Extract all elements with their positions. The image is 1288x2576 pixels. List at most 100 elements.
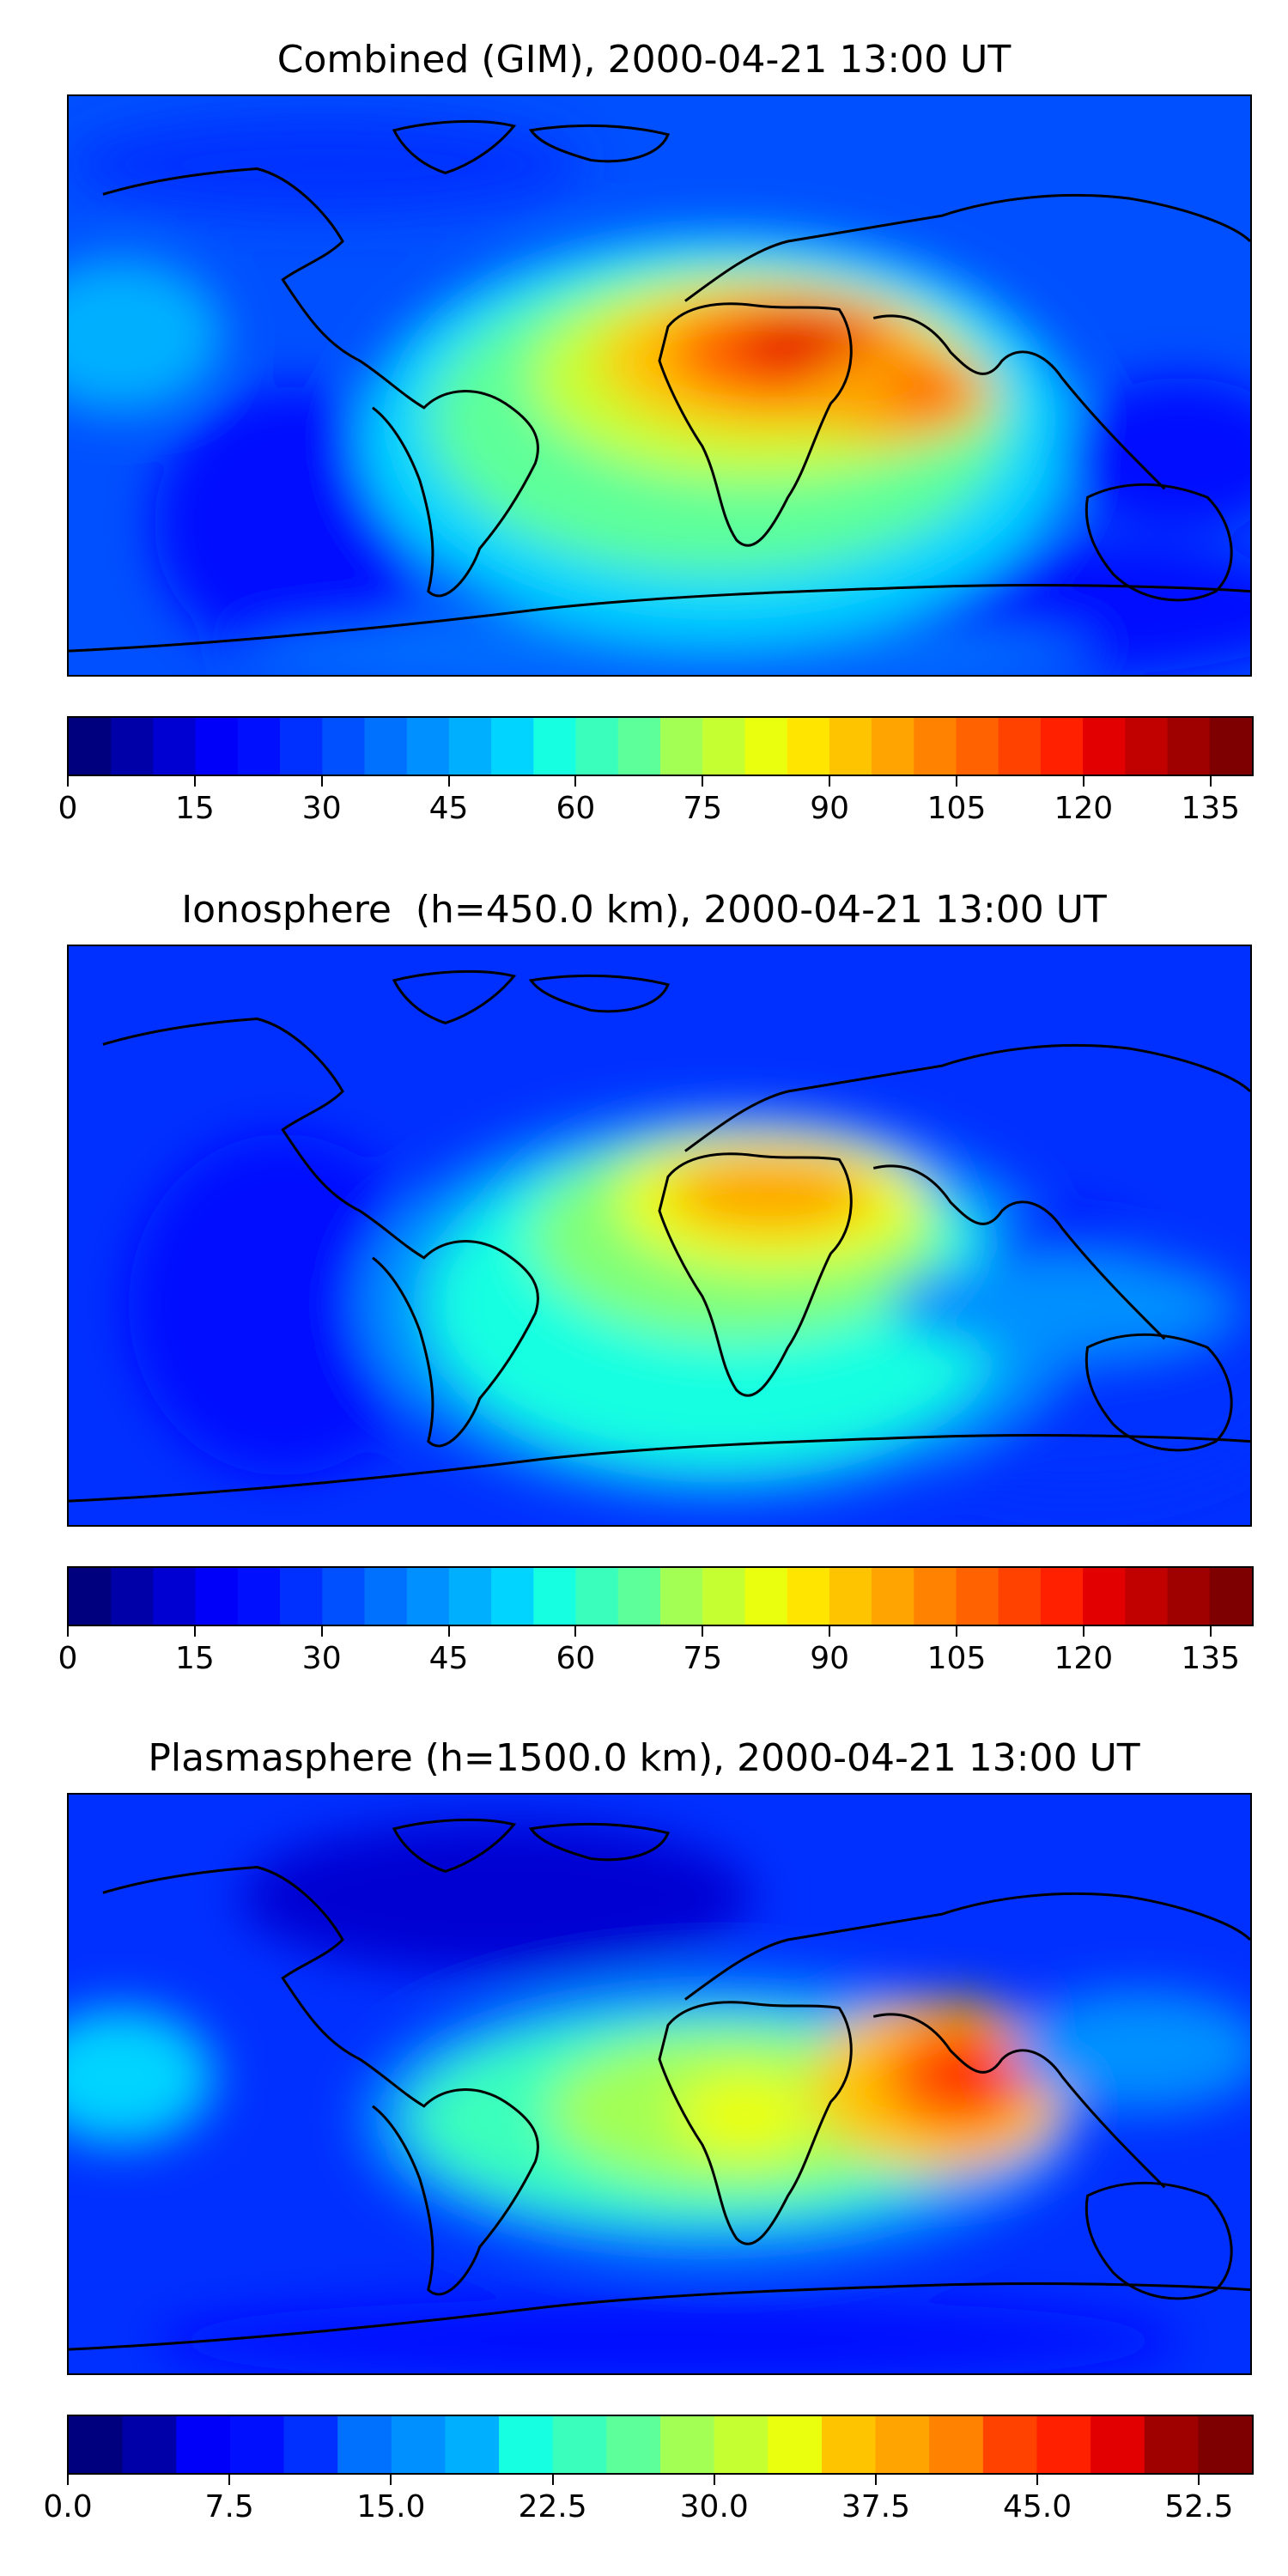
colorbar-ticks: 0 15 30 45 60 75 90 105 120 135 [58,776,1254,828]
colorbar-swatch [956,1568,999,1625]
colorbar-swatch [714,2416,769,2473]
colorbar-tick [193,1626,196,1637]
colorbar-swatch [875,2416,931,2473]
colorbar-swatch [280,1568,324,1625]
colorbar-swatch [660,718,704,775]
colorbar-tick [956,1626,957,1637]
colorbar [67,716,1254,776]
colorbar-swatch [280,718,324,775]
colorbar-tick [447,776,450,787]
colorbar-swatch [1167,1568,1211,1625]
colorbar-tick-label: 90 [810,1641,850,1676]
colorbar-tick-label: 105 [927,1641,987,1676]
colorbar-tick [390,2475,392,2485]
colorbar-tick [67,1626,69,1637]
colorbar-swatch [744,1568,788,1625]
colorbar-swatch [1083,1568,1127,1625]
colorbar-swatch [929,2416,984,2473]
colorbar-swatch [1036,2416,1091,2473]
colorbar-tick [574,1626,577,1637]
colorbar-tick-label: 7.5 [204,2489,254,2524]
colorbar-tick [1082,1626,1084,1637]
colorbar-swatch [364,718,408,775]
panel-title: Ionosphere (h=450.0 km), 2000-04-21 13:0… [181,888,1107,932]
colorbar-swatch [391,2416,447,2473]
colorbar-swatch [448,1568,492,1625]
colorbar-swatch [69,1568,112,1625]
colorbar-swatch [982,2416,1038,2473]
colorbar-swatch [229,2416,285,2473]
colorbar [67,2415,1254,2475]
colorbar-swatch [337,2416,392,2473]
colorbar-swatch [956,718,999,775]
colorbar-swatch [660,2416,715,2473]
colorbar-tick [702,1626,704,1637]
colorbar-tick-label: 45 [428,1641,469,1676]
colorbar-tick-label: 135 [1181,791,1241,826]
colorbar-tick-label: 75 [683,1641,723,1676]
colorbar-swatch [1040,1568,1084,1625]
colorbar-tick-label: 45 [428,791,469,826]
colorbar-tick [956,776,957,787]
colorbar-tick-label: 135 [1181,1641,1241,1676]
colorbar-swatch [69,2416,124,2473]
colorbar-tick [1209,776,1212,787]
colorbar-swatch [491,1568,535,1625]
colorbar-swatch [702,718,746,775]
colorbar-swatch [111,718,155,775]
colorbar-tick [320,776,323,787]
colorbar-swatch [914,718,957,775]
colorbar-swatch [1040,718,1084,775]
colorbar-swatch [491,718,535,775]
colorbar-tick [702,776,704,787]
panel-title: Plasmasphere (h=1500.0 km), 2000-04-21 1… [148,1736,1140,1780]
colorbar-swatch [176,2416,231,2473]
colorbar-tick [228,2475,231,2485]
colorbar-tick-label: 30 [301,791,342,826]
colorbar-swatch [660,1568,704,1625]
tec-map [67,1793,1252,2375]
map-svg [69,96,1250,675]
colorbar-tick [1209,1626,1212,1637]
colorbar-tick [320,1626,323,1637]
colorbar-tick-label: 45.0 [1003,2489,1072,2524]
colorbar-swatch [1167,718,1211,775]
colorbar-tick-label: 0 [58,791,78,826]
colorbar-tick [874,2475,877,2485]
colorbar-swatch [322,718,366,775]
colorbar-swatch [237,1568,281,1625]
colorbar-swatch [1083,718,1127,775]
colorbar-tick-label: 37.5 [841,2489,910,2524]
colorbar-tick [829,776,831,787]
map-svg [69,946,1250,1525]
colorbar-tick [1036,2475,1039,2485]
colorbar-swatch [998,718,1042,775]
colorbar-ticks: 0 15 30 45 60 75 90 105 120 135 [58,1626,1254,1678]
colorbar-tick [67,2475,69,2485]
colorbar-tick-label: 30 [301,1641,342,1676]
colorbar-svg [69,2416,1252,2473]
colorbar-swatch [872,1568,915,1625]
colorbar-tick [193,776,196,787]
colorbar-tick-label: 120 [1054,1641,1114,1676]
colorbar-swatch [533,718,577,775]
colorbar-swatch [787,718,830,775]
colorbar-swatch [69,718,112,775]
colorbar-tick [1082,776,1084,787]
colorbar-swatch [1209,718,1252,775]
colorbar-swatch [153,1568,197,1625]
colorbar-tick-label: 105 [927,791,987,826]
colorbar-tick-label: 90 [810,791,850,826]
colorbar-swatch [829,718,872,775]
colorbar-tick-label: 75 [683,791,723,826]
colorbar-tick-label: 52.5 [1164,2489,1234,2524]
colorbar-swatch [499,2416,554,2473]
colorbar-swatch [998,1568,1042,1625]
colorbar-swatch [1209,1568,1252,1625]
colorbar-tick-label: 60 [556,1641,596,1676]
colorbar-tick-label: 120 [1054,791,1114,826]
colorbar-swatch [406,718,450,775]
colorbar-tick-label: 15 [174,791,215,826]
colorbar-swatch [821,2416,877,2473]
colorbar-tick [551,2475,554,2485]
